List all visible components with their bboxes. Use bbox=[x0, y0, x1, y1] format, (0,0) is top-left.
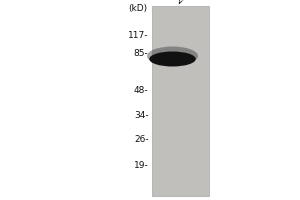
Text: 293: 293 bbox=[176, 0, 194, 5]
Text: 19-: 19- bbox=[134, 160, 148, 170]
Ellipse shape bbox=[147, 46, 198, 66]
Text: 26-: 26- bbox=[134, 134, 148, 144]
Text: 117-: 117- bbox=[128, 30, 148, 40]
Ellipse shape bbox=[149, 51, 196, 66]
Text: 85-: 85- bbox=[134, 48, 148, 58]
Text: 34-: 34- bbox=[134, 110, 148, 119]
Text: (kD): (kD) bbox=[128, 4, 148, 13]
Text: 48-: 48- bbox=[134, 86, 148, 95]
Bar bbox=[152, 6, 208, 196]
